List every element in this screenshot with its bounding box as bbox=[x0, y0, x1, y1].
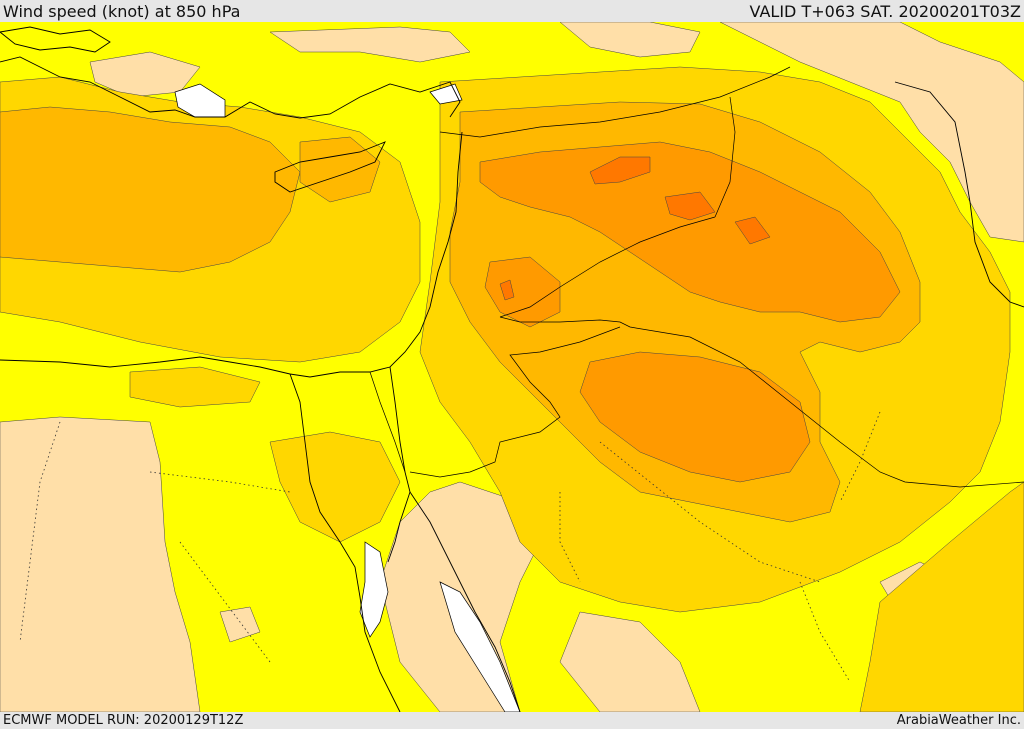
map-title: Wind speed (knot) at 850 hPa bbox=[3, 2, 241, 21]
political-borders bbox=[369, 66, 1024, 488]
map-canvas bbox=[0, 22, 1024, 712]
peak-wind-patches bbox=[499, 156, 771, 301]
brand-label: ArabiaWeather Inc. bbox=[896, 713, 1021, 728]
model-run-label: ECMWF MODEL RUN: 20200129T12Z bbox=[3, 713, 244, 728]
masked-water bbox=[174, 83, 521, 712]
very-strong-wind-band bbox=[479, 141, 901, 483]
wind-speed-map bbox=[0, 22, 1024, 712]
valid-time: VALID T+063 SAT. 20200201T03Z bbox=[749, 2, 1021, 21]
header-bar: Wind speed (knot) at 850 hPa VALID T+063… bbox=[0, 0, 1024, 22]
dotted-internal-borders bbox=[19, 411, 881, 683]
coastlines bbox=[0, 26, 1024, 712]
footer-bar: ECMWF MODEL RUN: 20200129T12Z ArabiaWeat… bbox=[0, 712, 1024, 729]
